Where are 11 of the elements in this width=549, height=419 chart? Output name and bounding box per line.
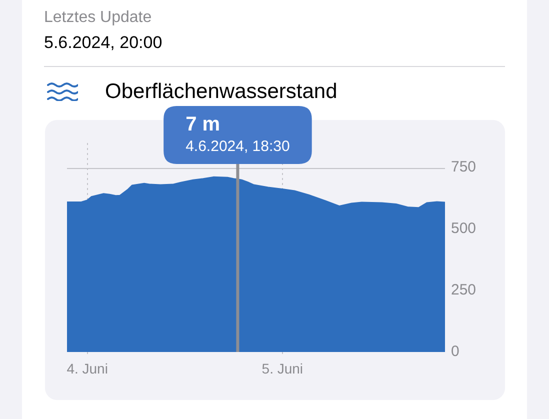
y-tick-label: 500	[451, 220, 476, 238]
chart-title: Oberflächenwasserstand	[105, 80, 338, 104]
y-tick-label: 750	[451, 158, 476, 176]
ref-line-label: 4.6.2024, 18:30	[186, 138, 290, 156]
y-tick-label: 250	[451, 282, 476, 299]
text: 7 m	[186, 114, 220, 136]
text: 5.6.2024, 20:00	[44, 33, 162, 53]
x-tick-label: 5. Juni	[262, 360, 304, 376]
text: Letztes Update	[44, 8, 152, 28]
x-tick-label: 4. Juni	[66, 360, 108, 376]
y-tick-label: 0	[451, 343, 460, 360]
